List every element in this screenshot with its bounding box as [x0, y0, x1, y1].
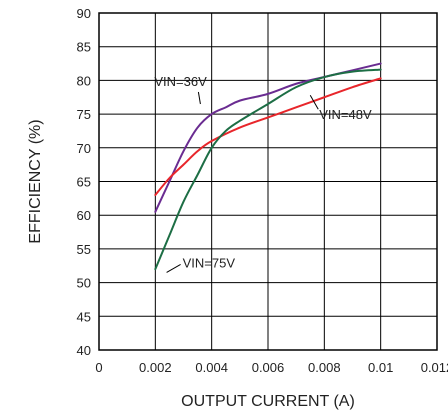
x-tick-label: 0.012 — [421, 360, 448, 375]
grid — [98, 12, 438, 351]
series-annotation-label: VIN=75V — [183, 255, 236, 270]
y-tick-label: 90 — [77, 6, 91, 21]
y-tick-labels: 40 45 50 55 60 65 70 75 80 85 90 — [77, 6, 91, 358]
annotation-leader — [166, 264, 181, 273]
x-tick-label: 0.006 — [252, 360, 285, 375]
x-axis-title: OUTPUT CURRENT (A) — [181, 393, 355, 410]
y-tick-label: 55 — [77, 242, 91, 257]
y-tick-label: 60 — [77, 208, 91, 223]
plot-frame — [98, 12, 438, 351]
y-tick-label: 85 — [77, 40, 91, 55]
x-tick-label: 0.004 — [195, 360, 228, 375]
x-tick-label: 0.002 — [139, 360, 172, 375]
y-tick-label: 75 — [77, 107, 91, 122]
y-tick-label: 70 — [77, 141, 91, 156]
y-tick-label: 45 — [77, 309, 91, 324]
y-tick-label: 80 — [77, 73, 91, 88]
x-tick-label: 0.01 — [368, 360, 393, 375]
annotation-leader — [197, 91, 201, 105]
y-tick-label: 50 — [77, 276, 91, 291]
y-axis-title: EFFICIENCY (%) — [27, 119, 44, 243]
series-lines — [154, 62, 382, 271]
x-tick-label: 0.008 — [308, 360, 341, 375]
series-line-vin-75v — [154, 68, 382, 271]
y-tick-label: 40 — [77, 343, 91, 358]
series-annotation-label: VIN=48V — [319, 107, 372, 122]
series-annotation-label: VIN=36V — [154, 74, 207, 89]
x-tick-label: 0 — [95, 360, 102, 375]
y-tick-label: 65 — [77, 175, 91, 190]
series-line-vin-48v — [154, 77, 382, 196]
annotation-leader — [309, 94, 319, 110]
annotations: VIN=36V VIN=48V VIN=75V — [154, 74, 372, 273]
x-tick-labels: 0 0.002 0.004 0.006 0.008 0.01 0.012 — [95, 360, 448, 375]
